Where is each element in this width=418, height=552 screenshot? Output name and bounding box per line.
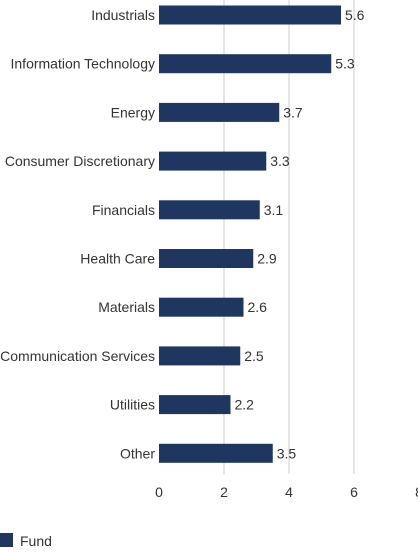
bar-8 xyxy=(159,395,231,415)
value-label-0: 5.6 xyxy=(345,7,365,23)
value-label-4: 3.1 xyxy=(264,202,284,218)
value-label-3: 3.3 xyxy=(270,153,290,169)
bar-2 xyxy=(159,102,280,122)
bar-7 xyxy=(159,346,241,366)
x-tick-label-0: 0 xyxy=(155,484,163,500)
category-label-4: Financials xyxy=(92,202,155,218)
category-label-3: Consumer Discretionary xyxy=(5,153,155,169)
legend-label: Fund xyxy=(20,533,52,549)
category-label-1: Information Technology xyxy=(11,56,156,72)
bar-3 xyxy=(159,151,267,171)
value-label-2: 3.7 xyxy=(283,104,303,120)
bar-1 xyxy=(159,54,332,74)
value-label-6: 2.6 xyxy=(248,299,268,315)
x-tick-label-2: 4 xyxy=(285,484,293,500)
x-tick-label-1: 2 xyxy=(220,484,228,500)
value-labels: 5.6 5.3 3.7 3.3 3.1 2.9 2.6 2.5 2.2 3.5 xyxy=(235,7,365,461)
category-label-0: Industrials xyxy=(91,7,155,23)
value-label-7: 2.5 xyxy=(244,348,264,364)
x-tick-label-3: 6 xyxy=(350,484,358,500)
category-label-6: Materials xyxy=(98,299,155,315)
value-label-9: 3.5 xyxy=(277,445,297,461)
value-label-1: 5.3 xyxy=(335,56,355,72)
category-label-2: Energy xyxy=(111,104,155,120)
value-label-5: 2.9 xyxy=(257,251,277,267)
bar-4 xyxy=(159,200,260,220)
bar-5 xyxy=(159,249,254,268)
category-label-8: Utilities xyxy=(110,397,155,413)
bar-0 xyxy=(159,5,341,25)
bars xyxy=(159,5,341,463)
legend-swatch xyxy=(0,533,13,547)
x-tick-label-4: 8 xyxy=(415,484,418,500)
bar-6 xyxy=(159,297,244,317)
category-label-5: Health Care xyxy=(80,251,155,267)
category-label-7: Communication Services xyxy=(0,348,155,364)
category-label-9: Other xyxy=(120,445,155,461)
value-label-8: 2.2 xyxy=(235,397,255,413)
legend: Fund xyxy=(0,533,52,549)
x-axis-ticks: 0 2 4 6 8 xyxy=(155,484,418,500)
bar-9 xyxy=(159,443,273,463)
category-labels: Industrials Information Technology Energy C… xyxy=(0,7,155,461)
grid-lines xyxy=(223,0,355,474)
